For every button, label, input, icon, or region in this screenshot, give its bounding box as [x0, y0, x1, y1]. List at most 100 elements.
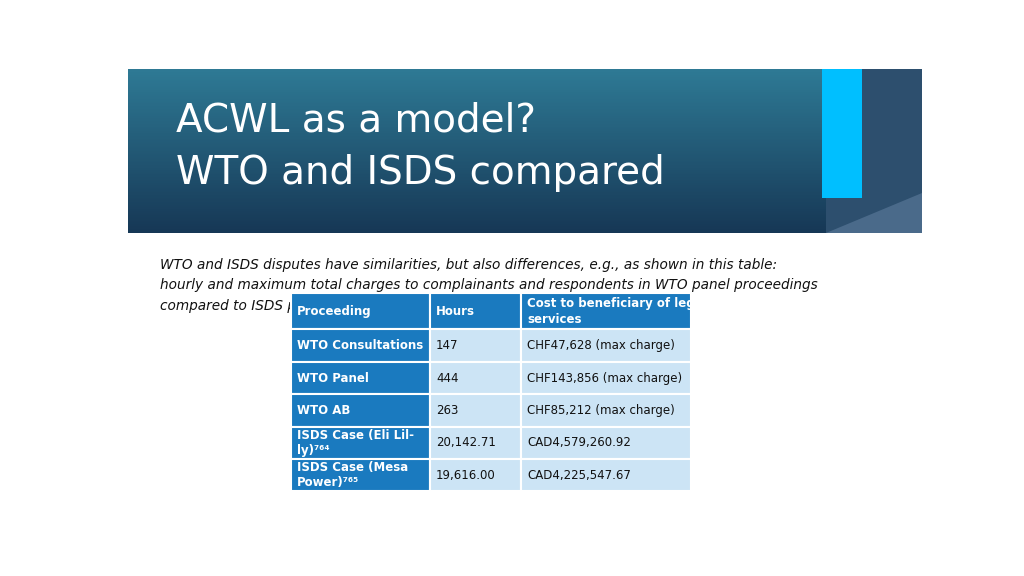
Text: 20,142.71: 20,142.71	[436, 436, 496, 449]
Bar	[128, 95, 826, 96]
Bar	[128, 177, 826, 179]
Text: CAD4,225,547.67: CAD4,225,547.67	[527, 469, 631, 482]
Bar	[291, 394, 430, 427]
Polygon shape	[65, 236, 890, 513]
Bar	[128, 87, 826, 88]
Bar	[430, 459, 521, 491]
Bar	[128, 162, 826, 164]
Text: Hours: Hours	[436, 305, 475, 318]
Polygon shape	[826, 194, 922, 233]
Bar	[128, 187, 826, 188]
Polygon shape	[826, 69, 922, 233]
Bar	[128, 206, 826, 207]
Bar	[128, 138, 826, 139]
Bar	[128, 98, 826, 99]
Bar	[128, 127, 826, 128]
Bar	[128, 142, 826, 143]
Bar	[128, 218, 826, 219]
Bar	[128, 77, 826, 79]
Bar	[128, 191, 826, 192]
Bar	[128, 229, 826, 230]
Bar	[128, 180, 826, 181]
Bar	[128, 120, 826, 121]
Bar	[521, 329, 691, 362]
Bar	[128, 232, 826, 233]
Bar	[521, 293, 691, 329]
Bar	[128, 209, 826, 210]
Bar	[128, 188, 826, 190]
Bar	[128, 113, 826, 114]
Bar	[128, 213, 826, 214]
Bar	[128, 214, 826, 215]
Bar	[128, 194, 826, 195]
Bar	[128, 222, 826, 223]
Bar	[128, 106, 826, 107]
Bar	[128, 146, 826, 147]
Bar	[128, 88, 826, 90]
Bar	[128, 219, 826, 221]
Bar	[128, 160, 826, 161]
Text: ACWL as a model?: ACWL as a model?	[176, 101, 536, 139]
Bar	[128, 170, 826, 172]
Bar	[128, 217, 826, 218]
Bar	[128, 164, 826, 165]
Bar	[128, 91, 826, 92]
Bar	[128, 102, 826, 103]
Text: ISDS Case (Eli Lil-
ly)⁷⁶⁴: ISDS Case (Eli Lil- ly)⁷⁶⁴	[297, 429, 414, 457]
Bar	[128, 110, 826, 112]
Bar	[128, 145, 826, 146]
Bar	[128, 158, 826, 160]
Bar	[128, 228, 826, 229]
Bar	[291, 459, 430, 491]
Bar	[128, 112, 826, 113]
Bar	[521, 394, 691, 427]
Bar	[128, 172, 826, 173]
Text: ISDS Case (Mesa
Power)⁷⁶⁵: ISDS Case (Mesa Power)⁷⁶⁵	[297, 461, 409, 489]
Bar	[430, 394, 521, 427]
Bar	[291, 362, 430, 394]
Bar	[128, 157, 826, 158]
Bar	[430, 362, 521, 394]
Bar	[128, 74, 826, 76]
Bar	[291, 329, 430, 362]
Bar	[128, 166, 826, 168]
Bar	[128, 129, 826, 131]
Bar	[430, 329, 521, 362]
Bar	[128, 72, 826, 73]
Bar	[128, 132, 826, 134]
Bar	[430, 427, 521, 459]
Bar	[128, 128, 826, 129]
Text: CHF143,856 (max charge): CHF143,856 (max charge)	[527, 372, 682, 385]
Bar	[128, 226, 826, 228]
Bar	[128, 121, 826, 123]
Bar	[521, 459, 691, 491]
Bar	[128, 99, 826, 101]
Bar	[430, 293, 521, 329]
Bar	[128, 181, 826, 183]
Bar	[128, 81, 826, 83]
Bar	[128, 184, 826, 185]
Text: CHF47,628 (max charge): CHF47,628 (max charge)	[527, 339, 675, 352]
Text: WTO Consultations: WTO Consultations	[297, 339, 423, 352]
Bar	[128, 73, 826, 74]
Bar	[128, 202, 826, 203]
Bar	[128, 151, 826, 153]
Bar	[128, 183, 826, 184]
Bar	[128, 135, 826, 136]
Bar	[128, 210, 826, 211]
Bar	[128, 116, 826, 117]
Bar	[128, 223, 826, 225]
Bar	[128, 83, 826, 84]
Bar	[128, 204, 826, 206]
Bar	[128, 154, 826, 156]
Text: WTO AB: WTO AB	[297, 404, 350, 417]
Bar	[128, 92, 826, 94]
Bar	[128, 169, 826, 170]
Bar	[128, 207, 826, 209]
Bar	[128, 198, 826, 199]
Bar	[128, 103, 826, 105]
Bar	[128, 225, 826, 226]
Bar	[128, 230, 826, 232]
Bar	[128, 192, 826, 194]
Bar	[128, 153, 826, 154]
